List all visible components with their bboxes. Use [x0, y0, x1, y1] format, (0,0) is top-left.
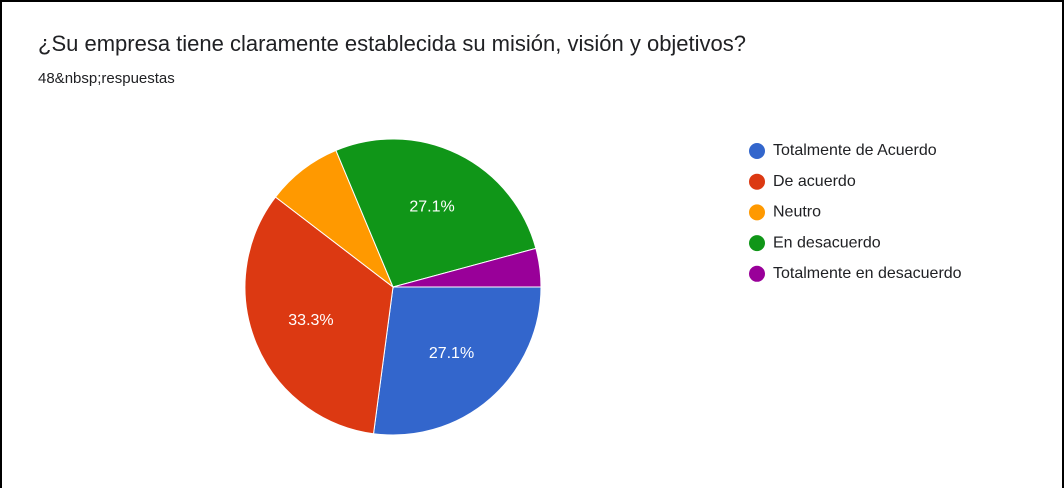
pie-slice: [335, 138, 537, 288]
pie-slice: [244, 196, 394, 435]
slice-label: 33.3%: [288, 312, 333, 329]
legend-label: De acuerdo: [773, 173, 856, 190]
legend-label: Totalmente en desacuerdo: [773, 265, 962, 282]
legend-label: Totalmente de Acuerdo: [773, 142, 937, 159]
legend-swatch: [749, 204, 765, 221]
pie-slice: [372, 286, 542, 436]
legend-swatch: [749, 265, 765, 282]
slice-label: 27.1%: [429, 345, 474, 362]
legend-swatch: [749, 143, 765, 159]
legend-swatch: [749, 235, 765, 252]
legend-label: En desacuerdo: [773, 234, 881, 251]
legend-label: Neutro: [773, 204, 821, 221]
pie-slice: [392, 247, 542, 288]
chart-title: ¿Su empresa tiene claramente establecida…: [38, 31, 746, 56]
legend-swatch: [749, 173, 765, 190]
slice-label: 27.1%: [409, 198, 454, 215]
chart-subtitle: 48&nbsp;respuestas: [38, 70, 175, 87]
